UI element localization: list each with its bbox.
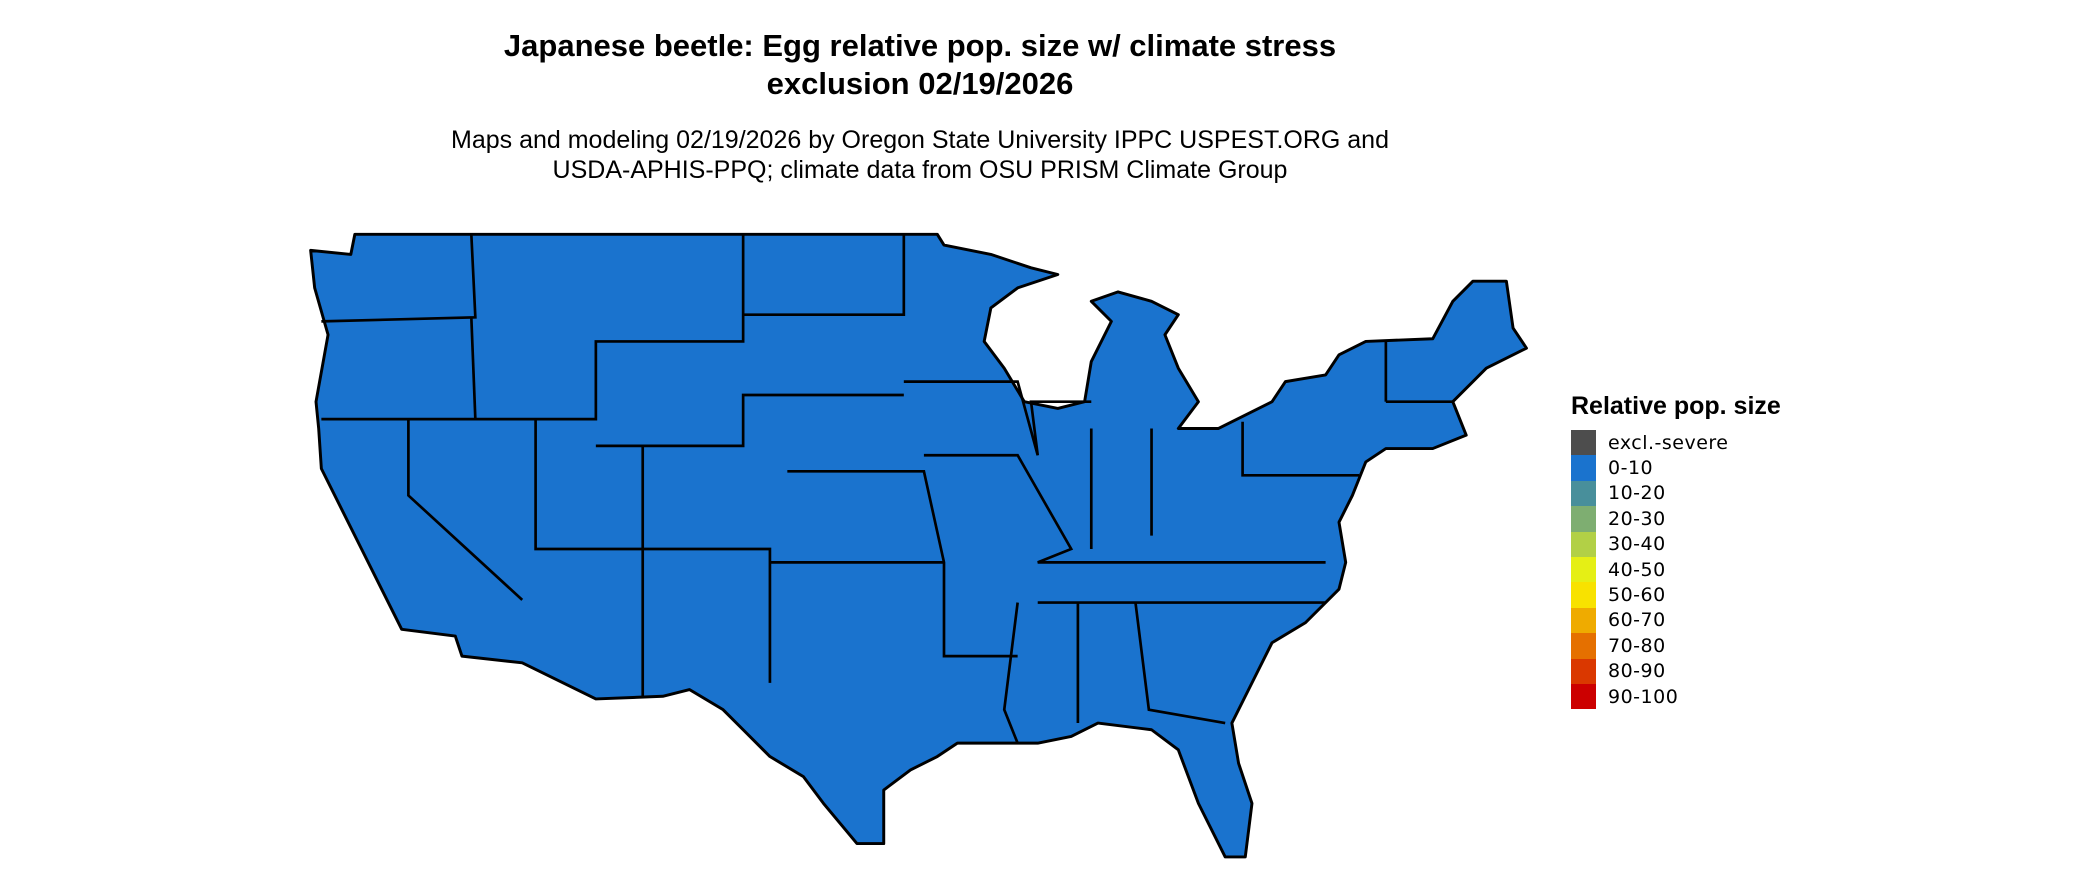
state-border: [1002, 602, 1019, 744]
legend-item: 10-20: [1571, 480, 1729, 507]
legend-swatch: [1571, 506, 1596, 532]
state-border: [534, 419, 772, 683]
legend-label: 50-60: [1608, 584, 1666, 607]
legend-swatch: [1571, 658, 1596, 684]
legend-swatch: [1571, 430, 1596, 456]
legend-item: 60-70: [1571, 607, 1729, 634]
legend-swatch: [1571, 582, 1596, 608]
legend-swatch: [1571, 531, 1596, 557]
legend-item: 20-30: [1571, 506, 1729, 532]
legend-item: 70-80: [1571, 633, 1729, 659]
legend-label: excl.-severe: [1608, 431, 1729, 454]
legend-item: 80-90: [1571, 658, 1729, 684]
legend-item: excl.-severe: [1571, 430, 1729, 456]
legend-item: 50-60: [1571, 582, 1729, 608]
map-subtitle-line-1: Maps and modeling 02/19/2026 by Oregon S…: [451, 126, 1389, 154]
state-border: [595, 393, 904, 448]
state-border: [903, 380, 1092, 456]
legend-label: 90-100: [1608, 685, 1679, 708]
legend-label: 60-70: [1608, 609, 1666, 632]
legend-item: 90-100: [1571, 683, 1729, 710]
state-border: [321, 234, 477, 323]
state-border: [407, 419, 524, 601]
legend-item: 30-40: [1571, 531, 1729, 557]
state-borders: [321, 234, 1453, 744]
legend: excl.-severe 0-10 10-20 20-30 30-40 40-50 50-6…: [1571, 430, 1729, 710]
legend-label: 80-90: [1608, 660, 1666, 683]
legend-label: 40-50: [1608, 558, 1666, 581]
legend-swatch: [1571, 556, 1596, 583]
state-border: [923, 453, 1326, 564]
legend-label: 30-40: [1608, 533, 1666, 556]
state-border: [1134, 602, 1226, 725]
legend-swatch: [1571, 633, 1596, 659]
map-title-line-2: exclusion 02/19/2026: [766, 66, 1074, 101]
legend-label: 10-20: [1608, 482, 1666, 505]
legend-label: 0-10: [1608, 457, 1654, 480]
legend-swatch: [1571, 683, 1596, 710]
state-border: [743, 234, 906, 317]
map-title-line-1: Japanese beetle: Egg relative pop. size …: [503, 28, 1337, 63]
conus-region: [309, 232, 1528, 859]
legend-item: 40-50: [1571, 556, 1729, 583]
state-border: [469, 317, 477, 420]
state-border: [1241, 421, 1360, 477]
map-subtitle-line-2: USDA-APHIS-PPQ; climate data from OSU PR…: [552, 156, 1288, 184]
legend-label: 20-30: [1608, 507, 1666, 530]
legend-swatch: [1571, 480, 1596, 507]
legend-label: 70-80: [1608, 634, 1666, 657]
legend-title: Relative pop. size: [1571, 392, 1781, 420]
legend-swatch: [1571, 607, 1596, 634]
legend-item: 0-10: [1571, 455, 1729, 481]
legend-swatch: [1571, 455, 1596, 481]
state-border: [321, 234, 745, 421]
